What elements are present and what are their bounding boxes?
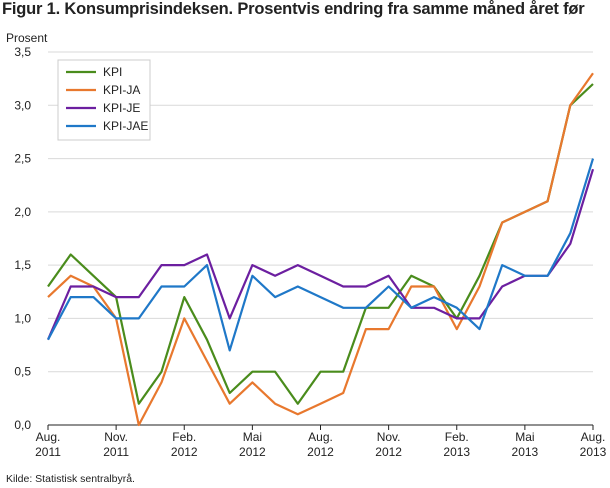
legend: KPI KPI-JA KPI-JE KPI-JAE [57, 59, 151, 141]
y-tick-label: 3,5 [14, 45, 31, 59]
x-tick-label-month: Nov. [104, 430, 128, 444]
y-tick-label: 2,0 [14, 205, 31, 219]
x-tick-label-year: 2013 [443, 445, 470, 459]
chart-title: Figur 1. Konsumprisindeksen. Prosentvis … [2, 0, 585, 18]
y-axis-label: Prosent [6, 31, 48, 45]
x-tick-labels: Aug.2011Nov.2011Feb.2012Mai2012Aug.2012N… [35, 425, 607, 459]
source-note: Kilde: Statistisk sentralbyrå. [6, 473, 135, 485]
x-tick-label-month: Feb. [445, 430, 469, 444]
series-lines [46, 72, 595, 427]
x-tick-label-month: Feb. [172, 430, 196, 444]
y-tick-label: 0,0 [14, 418, 31, 432]
y-tick-label: 3,0 [14, 98, 31, 112]
y-tick-label: 1,5 [14, 258, 31, 272]
x-tick-label-year: 2011 [103, 445, 129, 459]
x-tick-label-month: Aug. [581, 430, 606, 444]
legend-label: KPI [103, 65, 122, 79]
x-tick-label-month: Nov. [377, 430, 401, 444]
x-tick-label-month: Mai [243, 430, 262, 444]
x-tick-label-year: 2013 [580, 445, 607, 459]
series-line-kpi-ja [47, 72, 594, 427]
x-tick-label-month: Aug. [308, 430, 333, 444]
legend-label: KPI-JE [103, 101, 140, 115]
y-tick-label: 1,0 [14, 311, 31, 325]
series-line-kpi-je [46, 168, 595, 341]
x-tick-label-year: 2013 [512, 445, 539, 459]
x-tick-label-year: 2011 [35, 445, 61, 459]
x-tick-label-year: 2012 [171, 445, 198, 459]
legend-label: KPI-JA [103, 83, 140, 97]
x-tick-label-year: 2012 [307, 445, 334, 459]
x-tick-label-year: 2012 [375, 445, 402, 459]
x-tick-label-month: Mai [515, 430, 534, 444]
x-tick-label-month: Aug. [36, 430, 61, 444]
x-tick-label-year: 2012 [239, 445, 266, 459]
legend-label: KPI-JAE [103, 119, 148, 133]
y-tick-labels: 0,0 0,5 1,0 1,5 2,0 2,5 3,0 3,5 [14, 45, 31, 432]
series-line-kpi-jae [47, 158, 595, 352]
y-tick-label: 0,5 [14, 365, 31, 379]
y-tick-label: 2,5 [14, 152, 31, 166]
